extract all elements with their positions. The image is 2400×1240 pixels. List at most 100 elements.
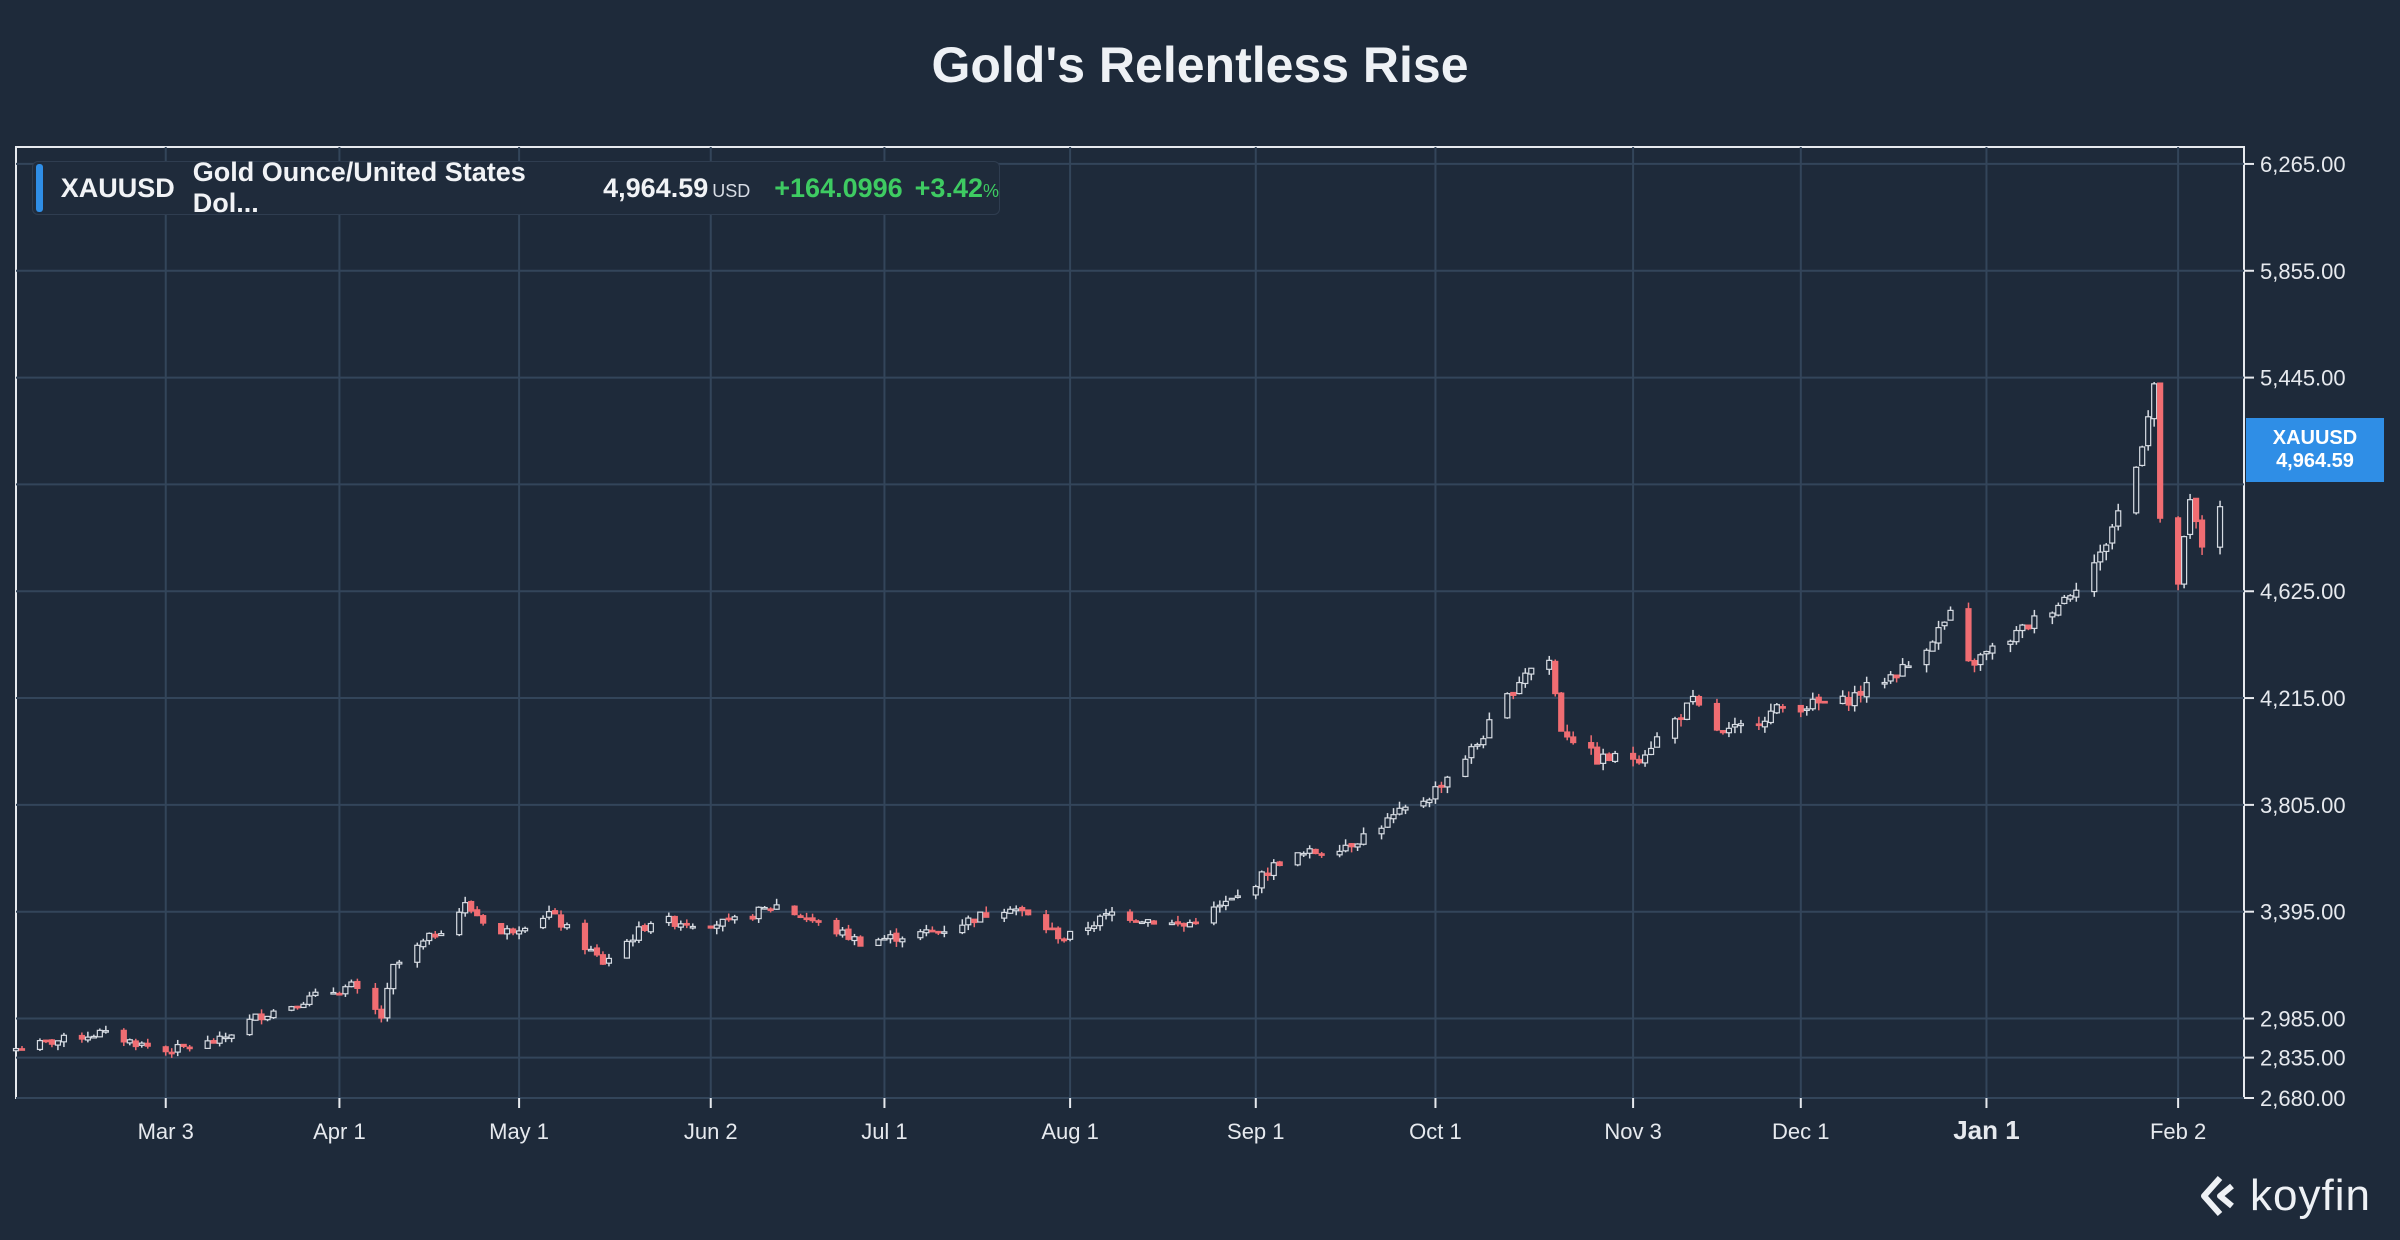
- candle-up: [2151, 383, 2158, 420]
- candle-down: [78, 1034, 85, 1040]
- candle-down: [1629, 752, 1637, 760]
- candle-down: [42, 1039, 50, 1043]
- candle-up: [1929, 641, 1936, 652]
- candle-up: [677, 923, 684, 928]
- candle-up: [539, 917, 547, 929]
- candle-down: [2025, 624, 2032, 630]
- candle-up: [1144, 919, 1152, 924]
- candle-up: [1935, 627, 1942, 644]
- logo-text: koyfin: [2250, 1171, 2371, 1220]
- candle-up: [917, 931, 924, 939]
- candle-up: [1725, 727, 1733, 734]
- candle-up: [1216, 904, 1223, 908]
- candle-down: [1719, 729, 1727, 734]
- candle-up: [246, 1018, 253, 1036]
- candle-down: [1055, 927, 1062, 940]
- series-legend[interactable]: XAUUSD Gold Ounce/United States Dol... 4…: [32, 157, 1000, 218]
- candle-up: [36, 1040, 44, 1051]
- candle-up: [689, 925, 696, 929]
- candle-down: [749, 915, 756, 920]
- candle-down: [1677, 717, 1685, 720]
- candle-up: [839, 929, 846, 936]
- candle-up: [1863, 682, 1870, 698]
- y-axis: 2,680.00 2,835.00 2,985.00 3,395.00 3,805.00…: [2244, 152, 2346, 1111]
- candle-down: [1588, 742, 1595, 749]
- candle-down: [1510, 691, 1517, 696]
- candle-up: [647, 922, 654, 933]
- candle-down: [581, 922, 589, 951]
- candle-up: [923, 929, 930, 934]
- candle-up: [629, 939, 636, 943]
- candle-up: [1737, 723, 1745, 727]
- candle-up: [1186, 921, 1193, 928]
- candle-up: [1923, 649, 1930, 666]
- x-tick-label: Aug 1: [1041, 1119, 1099, 1144]
- candle-up: [384, 987, 391, 1019]
- candle-up: [1474, 744, 1481, 747]
- candle-up: [1983, 650, 1990, 655]
- candle-down: [1779, 706, 1786, 709]
- candle-down: [1797, 704, 1804, 713]
- y-tick-label: 6,265.00: [2260, 152, 2346, 177]
- candle-down: [809, 917, 816, 922]
- candle-up: [881, 937, 888, 941]
- candle-up: [84, 1036, 91, 1041]
- candle-down: [1312, 848, 1319, 855]
- candle-down: [1558, 692, 1565, 732]
- candle-up: [1102, 913, 1110, 916]
- candle-up: [1761, 720, 1768, 728]
- last-price-tag: XAUUSD 4,964.59: [2246, 418, 2384, 482]
- y-tick-label: 4,625.00: [2260, 579, 2346, 604]
- candle-up: [2055, 604, 2062, 616]
- x-tick-label: May 1: [489, 1119, 549, 1144]
- candle-up: [1881, 681, 1888, 685]
- candle-up: [773, 904, 780, 910]
- x-axis: Mar 3 Apr 1 May 1 Jun 2 Jul 1 Aug 1 Sep 1 Oct 1…: [138, 1098, 2206, 1145]
- candle-up: [2097, 551, 2104, 563]
- candle-down: [1821, 700, 1828, 704]
- candle-up: [2031, 615, 2038, 629]
- candle-up: [456, 911, 463, 936]
- candle-down: [683, 922, 690, 926]
- candle-up: [102, 1030, 109, 1033]
- candle-down: [983, 912, 990, 918]
- candle-up: [1294, 852, 1301, 866]
- candle-up: [270, 1010, 277, 1019]
- candle-up: [1210, 906, 1217, 924]
- candle-up: [1905, 665, 1912, 669]
- candle-down: [1132, 920, 1140, 923]
- candle-down: [599, 954, 607, 965]
- candle-up: [1809, 698, 1816, 710]
- candles: [12, 382, 2224, 1058]
- legend-last-price: 4,964.59: [603, 172, 709, 203]
- candle-up: [851, 936, 858, 942]
- candle-down: [2198, 519, 2206, 548]
- candle-up: [761, 906, 768, 910]
- candle-up: [228, 1034, 235, 1039]
- candle-down: [372, 987, 379, 1010]
- candle-up: [1977, 654, 1984, 666]
- candle-down: [1755, 723, 1762, 727]
- candle-down: [1126, 911, 1134, 921]
- x-tick-label: Feb 2: [2150, 1119, 2206, 1144]
- candle-up: [1378, 827, 1385, 835]
- candle-up: [420, 940, 427, 948]
- candle-up: [462, 902, 469, 914]
- candle-up: [1138, 921, 1146, 925]
- y-tick-label: 2,985.00: [2260, 1007, 2346, 1032]
- candle-up: [2139, 446, 2146, 467]
- candle-down: [1893, 674, 1900, 679]
- candle-up: [222, 1036, 229, 1040]
- candle-down: [2157, 382, 2164, 519]
- candle-down: [1061, 938, 1068, 942]
- candle-down: [593, 947, 601, 956]
- candle-up: [875, 939, 882, 947]
- legend-currency: USD: [712, 180, 751, 201]
- candle-up: [1384, 817, 1391, 828]
- candle-up: [1444, 776, 1451, 788]
- x-tick-label: Jul 1: [861, 1119, 907, 1144]
- candle-down: [1174, 921, 1182, 925]
- candle-up: [2145, 416, 2152, 447]
- koyfin-logo[interactable]: koyfin: [2198, 1168, 2371, 1224]
